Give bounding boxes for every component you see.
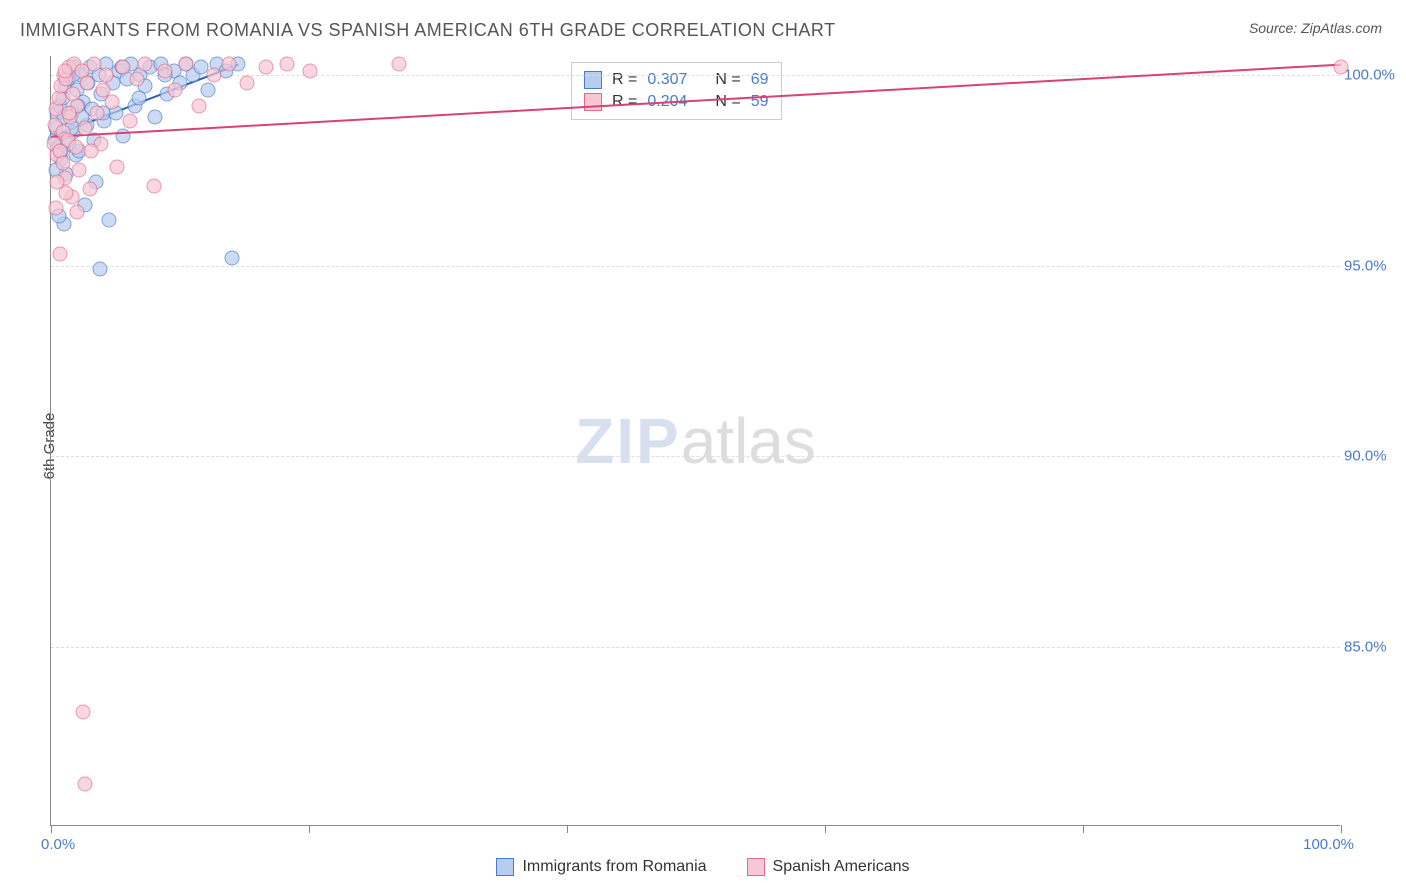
legend-label-a: Immigrants from Romania (522, 858, 706, 876)
y-tick-label: 85.0% (1344, 638, 1398, 655)
x-tick (567, 825, 568, 833)
data-point (55, 155, 70, 170)
x-tick (1341, 825, 1342, 833)
data-point (147, 178, 162, 193)
x-axis-max-label: 100.0% (1303, 836, 1354, 853)
data-point (77, 777, 92, 792)
source-label: Source: ZipAtlas.com (1249, 20, 1382, 36)
data-point (99, 68, 114, 83)
stats-row-series-a: R = 0.307 N = 69 (584, 69, 769, 91)
stats-r-label: R = (612, 71, 637, 89)
plot-area: ZIPatlas 0.0% 100.0% R = 0.307 N = 69 R … (50, 56, 1340, 826)
data-point (93, 262, 108, 277)
data-point (53, 247, 68, 262)
legend-item-a: Immigrants from Romania (496, 858, 706, 876)
gridline (51, 456, 1340, 457)
data-point (392, 56, 407, 71)
data-point (58, 64, 73, 79)
gridline (51, 266, 1340, 267)
y-tick-label: 100.0% (1344, 67, 1398, 84)
x-axis-min-label: 0.0% (41, 836, 75, 853)
data-point (83, 144, 98, 159)
data-point (224, 251, 239, 266)
data-point (62, 106, 77, 121)
data-point (86, 56, 101, 71)
data-point (157, 64, 172, 79)
stats-n-value-a: 69 (751, 71, 769, 89)
data-point (222, 56, 237, 71)
data-point (167, 83, 182, 98)
x-tick (51, 825, 52, 833)
stats-n-label: N = (715, 93, 740, 111)
x-tick (1083, 825, 1084, 833)
watermark-atlas: atlas (681, 405, 816, 477)
data-point (102, 212, 117, 227)
data-point (109, 159, 124, 174)
watermark-zip: ZIP (575, 405, 681, 477)
x-tick (825, 825, 826, 833)
data-point (69, 205, 84, 220)
stats-n-label: N = (715, 71, 740, 89)
swatch-series-b-icon (584, 93, 602, 111)
stats-r-value-a: 0.307 (647, 71, 687, 89)
data-point (280, 56, 295, 71)
stats-box: R = 0.307 N = 69 R = 0.204 N = 59 (571, 62, 782, 120)
data-point (179, 56, 194, 71)
data-point (77, 121, 92, 136)
data-point (138, 56, 153, 71)
data-point (206, 68, 221, 83)
data-point (76, 704, 91, 719)
y-tick-label: 90.0% (1344, 448, 1398, 465)
data-point (49, 201, 64, 216)
data-point (59, 186, 74, 201)
bottom-legend: Immigrants from Romania Spanish American… (0, 858, 1406, 876)
data-point (131, 90, 146, 105)
data-point (192, 98, 207, 113)
data-point (82, 182, 97, 197)
data-point (80, 75, 95, 90)
data-point (116, 60, 131, 75)
legend-swatch-a-icon (496, 858, 514, 876)
data-point (201, 83, 216, 98)
data-point (95, 83, 110, 98)
legend-label-b: Spanish Americans (773, 858, 910, 876)
data-point (122, 113, 137, 128)
data-point (259, 60, 274, 75)
data-point (303, 64, 318, 79)
chart-title: IMMIGRANTS FROM ROMANIA VS SPANISH AMERI… (20, 20, 836, 41)
swatch-series-a-icon (584, 71, 602, 89)
x-tick (309, 825, 310, 833)
stats-r-label: R = (612, 93, 637, 111)
y-tick-label: 95.0% (1344, 257, 1398, 274)
legend-item-b: Spanish Americans (747, 858, 910, 876)
data-point (68, 140, 83, 155)
data-point (1334, 60, 1349, 75)
data-point (240, 75, 255, 90)
data-point (130, 71, 145, 86)
data-point (90, 106, 105, 121)
watermark: ZIPatlas (575, 404, 816, 478)
legend-swatch-b-icon (747, 858, 765, 876)
data-point (148, 109, 163, 124)
data-point (72, 163, 87, 178)
gridline (51, 647, 1340, 648)
